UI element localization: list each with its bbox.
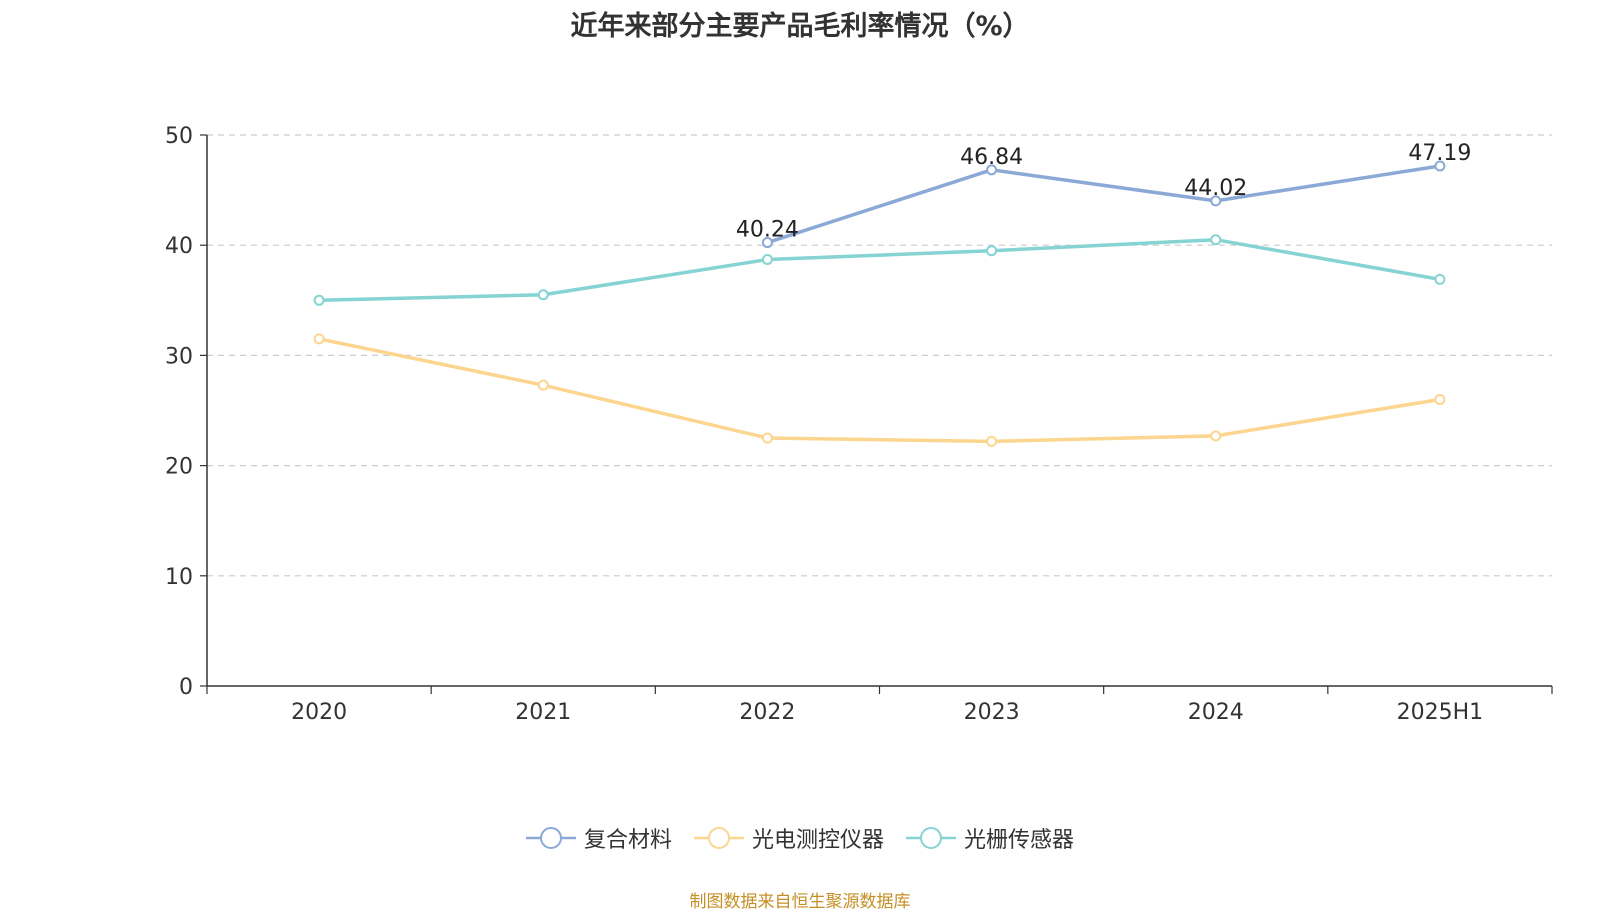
legend-swatch-icon [525,827,576,849]
data-label: 47.19 [1408,141,1471,166]
data-point [537,379,549,391]
chart-title: 近年来部分主要产品毛利率情况（%） [570,11,1030,42]
data-point [1210,195,1222,207]
y-tick-label: 10 [165,565,193,590]
series-2 [313,234,1446,306]
legend-label: 复合材料 [583,828,672,853]
data-point [986,245,998,257]
legend-swatch-icon [693,827,744,849]
y-tick-label: 30 [165,344,193,369]
legend-item[interactable]: 复合材料 [525,822,672,854]
data-point [1210,430,1222,442]
series-line [319,237,1441,303]
data-point [313,333,325,345]
data-point [537,289,549,301]
data-point [761,432,773,444]
legend-label: 光电测控仪器 [751,828,884,853]
data-point [1434,160,1446,172]
legend-item[interactable]: 光栅传感器 [906,822,1074,854]
data-point [761,237,773,249]
x-tick-label: 2022 [739,700,795,725]
y-tick-label: 0 [179,675,193,700]
axes: 0 10 20 30 40 50 2020 2021 2022 2023 2024 2025H1 [165,124,1553,725]
series [313,160,1446,447]
series-line [766,164,1441,245]
y-tick-label: 20 [165,455,193,480]
y-tick-label: 50 [165,124,193,149]
data-label: 44.02 [1184,176,1247,201]
x-tick-label: 2020 [291,700,347,725]
series-1 [313,333,1446,447]
data-label: 40.24 [736,218,799,243]
legend-swatch-icon [906,827,956,849]
x-tick-label: 2023 [964,700,1020,725]
data-point [1210,234,1222,246]
gridlines [207,134,1552,577]
x-tick-label: 2024 [1188,700,1244,725]
data-point [1434,273,1446,285]
y-tick-label: 40 [165,234,193,259]
x-tick-label: 2025H1 [1397,700,1484,725]
series-line [318,337,1441,444]
data-point [313,294,325,306]
x-tick-label: 2021 [515,700,571,725]
series-0 [761,160,1446,249]
data-point [1434,393,1446,405]
data-point [986,435,998,447]
data-labels: 40.24 46.84 44.02 47.19 [736,141,1471,243]
data-point [761,254,773,266]
legend-label: 光栅传感器 [964,828,1075,853]
data-point [986,164,998,176]
legend: 复合材料 光电测控仪器 光栅传感器 [0,820,1600,856]
legend-item[interactable]: 光电测控仪器 [693,822,884,854]
data-label: 46.84 [960,145,1023,170]
